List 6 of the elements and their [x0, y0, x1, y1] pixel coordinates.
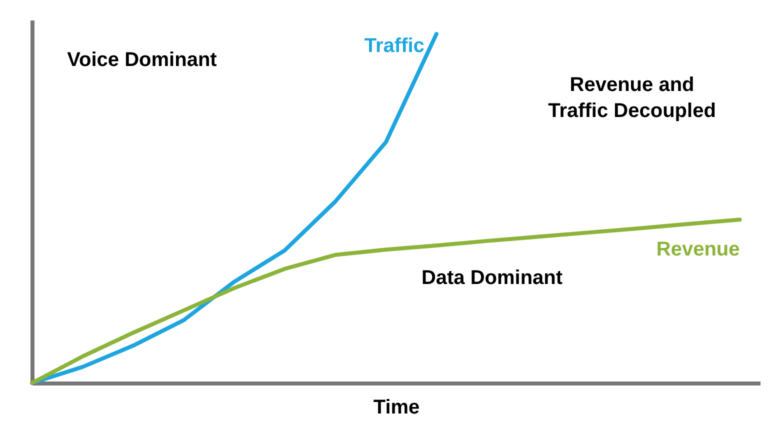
series-label: Traffic: [364, 34, 424, 57]
x-axis-title: Time: [373, 396, 420, 418]
annotation: Voice Dominant: [67, 49, 218, 71]
series-label: Revenue: [656, 238, 740, 261]
annotation: Revenue and Traffic Decoupled: [548, 74, 716, 122]
annotation: Data Dominant: [421, 267, 563, 289]
